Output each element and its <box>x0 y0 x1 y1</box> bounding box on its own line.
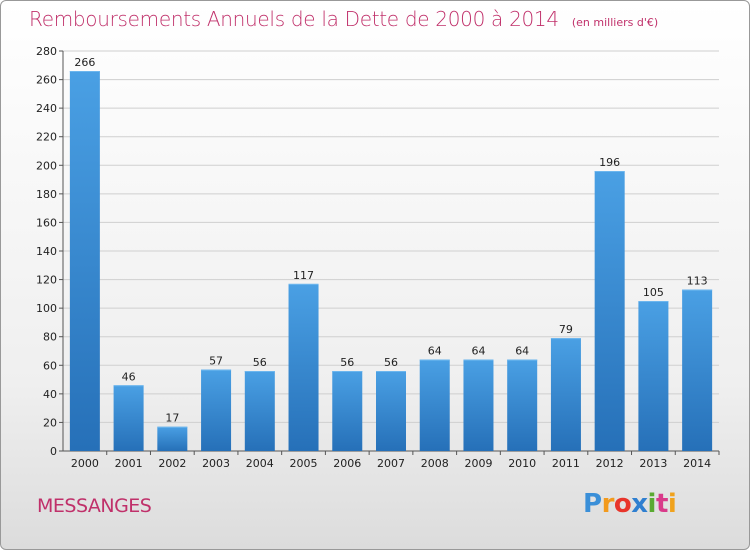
y-tick-label: 280 <box>36 45 57 58</box>
x-tick-label-2003: 2003 <box>202 457 230 470</box>
chart-title-text: Remboursements Annuels de la Dette de 20… <box>29 7 559 31</box>
x-tick-label-2008: 2008 <box>421 457 449 470</box>
logo-letter: i <box>667 489 677 519</box>
logo-letter: x <box>631 489 648 519</box>
bar-2007 <box>376 371 406 451</box>
bar-2014 <box>682 289 713 451</box>
x-tick-label-2006: 2006 <box>333 457 361 470</box>
value-label-2003: 57 <box>209 355 223 368</box>
x-tick-label-2013: 2013 <box>639 457 667 470</box>
y-tick-label: 80 <box>43 331 57 344</box>
logo-letter: P <box>583 489 602 519</box>
logo-letter: o <box>613 489 632 519</box>
value-label-2014: 113 <box>687 275 708 288</box>
y-tick-label: 180 <box>36 188 57 201</box>
bar-2000 <box>69 71 100 451</box>
value-label-2000: 266 <box>74 56 95 69</box>
x-tick-label-2012: 2012 <box>596 457 624 470</box>
bar-2010 <box>507 359 538 451</box>
x-tick-label-2005: 2005 <box>290 457 318 470</box>
bar-2008 <box>419 359 450 451</box>
x-tick-label-2014: 2014 <box>683 457 711 470</box>
y-tick-label: 20 <box>43 416 57 429</box>
value-label-2004: 56 <box>253 356 267 369</box>
bar-2006 <box>332 371 363 451</box>
bar-2003 <box>201 369 232 451</box>
bar-2011 <box>550 338 581 451</box>
y-tick-label: 240 <box>36 102 57 115</box>
bar-2013 <box>638 301 669 451</box>
value-label-2012: 196 <box>599 156 620 169</box>
x-tick-label-2011: 2011 <box>552 457 580 470</box>
bars <box>69 71 713 451</box>
value-label-2010: 64 <box>515 345 529 358</box>
bar-2005 <box>288 283 319 451</box>
x-tick-label-2000: 2000 <box>71 457 99 470</box>
y-tick-label: 0 <box>50 445 57 458</box>
bar-2012 <box>594 171 625 451</box>
commune-name: MESSANGES <box>37 495 152 517</box>
value-label-2006: 56 <box>340 356 354 369</box>
chart-title: Remboursements Annuels de la Dette de 20… <box>29 7 658 31</box>
bar-2001 <box>113 385 144 451</box>
logo-letter: r <box>601 489 615 519</box>
logo-letter: i <box>647 489 657 519</box>
bar-2002 <box>157 426 188 451</box>
x-tick-label-2001: 2001 <box>115 457 143 470</box>
proxiti-logo: Proxiti <box>583 489 677 519</box>
value-label-2011: 79 <box>559 323 573 336</box>
y-tick-label: 40 <box>43 388 57 401</box>
x-tick-label-2010: 2010 <box>508 457 536 470</box>
y-tick-label: 100 <box>36 302 57 315</box>
y-tick-label: 120 <box>36 274 57 287</box>
bar-2009 <box>463 359 494 451</box>
y-tick-label: 220 <box>36 131 57 144</box>
bar-2004 <box>244 371 275 451</box>
value-label-2007: 56 <box>384 356 398 369</box>
x-tick-label-2007: 2007 <box>377 457 405 470</box>
x-tick-label-2002: 2002 <box>158 457 186 470</box>
value-label-2002: 17 <box>165 412 179 425</box>
logo-letter: t <box>655 489 668 519</box>
chart-unit-text: (en milliers d'€) <box>571 16 659 29</box>
value-label-2013: 105 <box>643 286 664 299</box>
y-tick-label: 60 <box>43 359 57 372</box>
y-tick-label: 200 <box>36 159 57 172</box>
y-tick-label: 140 <box>36 245 57 258</box>
labels: 0 20 40 60 80 100 120 140 160 180 200 220 240 260 280 2… <box>36 45 711 470</box>
x-tick-label-2004: 2004 <box>246 457 274 470</box>
y-tick-label: 260 <box>36 74 57 87</box>
value-label-2009: 64 <box>471 345 485 358</box>
y-tick-label: 160 <box>36 216 57 229</box>
x-tick-label-2009: 2009 <box>464 457 492 470</box>
value-label-2008: 64 <box>428 345 442 358</box>
value-label-2001: 46 <box>122 370 136 383</box>
value-label-2005: 117 <box>293 269 314 282</box>
